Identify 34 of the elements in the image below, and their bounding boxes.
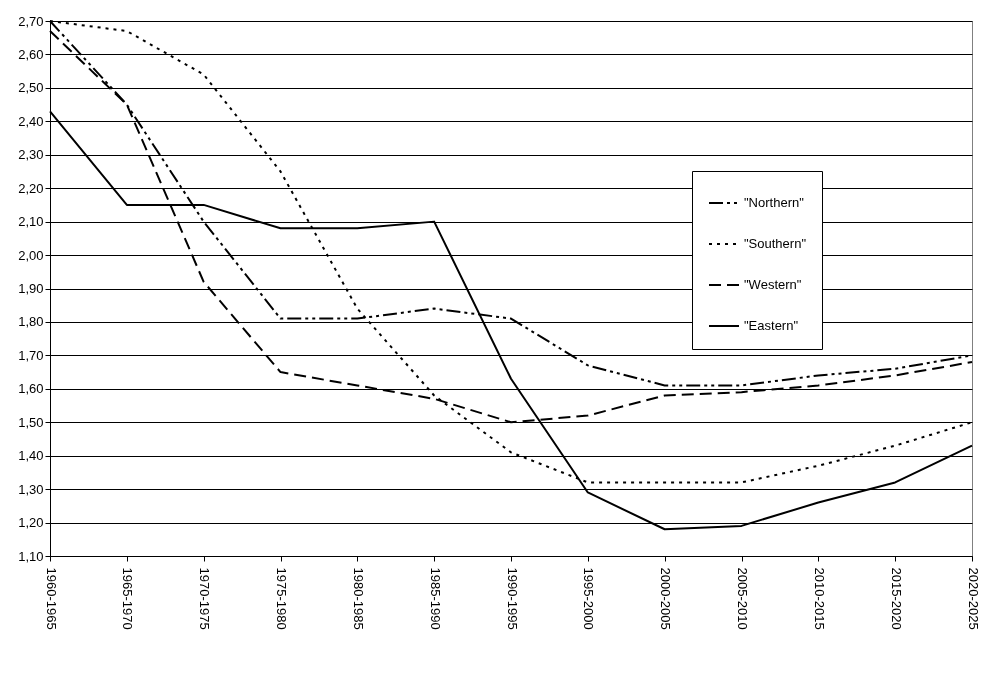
y-tick-label: 2,50: [18, 80, 44, 96]
x-tick-label: 1985-1990: [427, 567, 443, 630]
legend-label: "Southern": [744, 236, 807, 251]
x-tick-label: 1975-1980: [274, 567, 289, 630]
y-tick-label: 2,10: [18, 214, 44, 230]
y-tick-label: 2,30: [18, 147, 44, 163]
x-tick-label: 1960-1965: [43, 567, 59, 630]
y-tick-label: 2,00: [18, 247, 44, 263]
legend-label: "Western": [744, 277, 802, 292]
x-tick-label: 2010-2015: [811, 567, 827, 630]
y-tick-label: 1,20: [18, 515, 44, 531]
y-tick-label: 1,60: [18, 381, 44, 397]
y-tick-label: 2,60: [18, 46, 44, 62]
legend-label: "Eastern": [744, 318, 799, 333]
y-tick-label: 1,70: [18, 347, 44, 363]
y-tick-label: 2,40: [18, 113, 44, 129]
y-tick-label: 1,40: [18, 448, 44, 464]
x-tick-label: 2015-2020: [888, 567, 904, 630]
x-tick-label: 2005-2010: [735, 567, 750, 630]
x-tick-label: 2000-2005: [658, 567, 674, 630]
x-tick-label: 1990-1995: [504, 567, 520, 630]
y-tick-label: 1,30: [18, 481, 44, 497]
y-tick-label: 1,10: [18, 548, 44, 564]
legend-label: "Northern": [744, 195, 805, 210]
x-tick-label: 1970-1975: [197, 567, 213, 630]
y-tick-label: 1,90: [18, 281, 44, 296]
x-tick-label: 2020-2025: [965, 567, 981, 630]
x-tick-label: 1980-1985: [350, 567, 366, 630]
y-tick-label: 1,50: [18, 414, 44, 430]
y-tick-label: 2,20: [18, 180, 44, 196]
y-tick-label: 1,80: [18, 314, 44, 330]
x-tick-label: 1965-1970: [120, 567, 136, 630]
y-tick-label: 2,70: [18, 13, 44, 29]
x-tick-label: 1995-2000: [581, 567, 597, 630]
